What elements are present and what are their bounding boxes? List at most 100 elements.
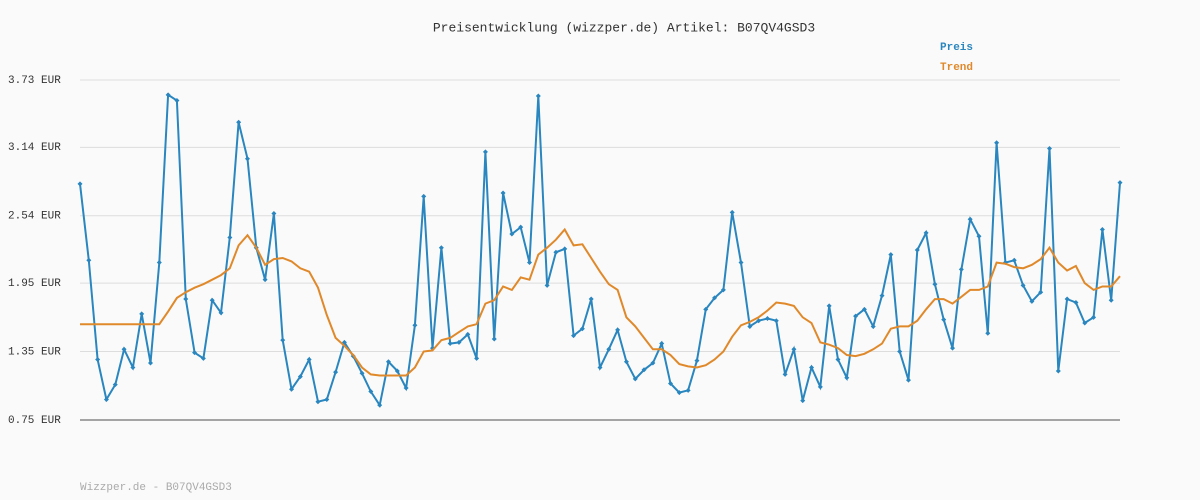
point-marker	[526, 260, 532, 266]
point-marker	[844, 375, 850, 381]
point-marker	[183, 296, 189, 302]
point-marker	[588, 296, 594, 302]
y-tick-label: 1.35 EUR	[8, 346, 61, 358]
point-marker	[826, 303, 832, 309]
point-marker	[438, 245, 444, 251]
y-tick-label: 3.14 EUR	[8, 142, 61, 154]
point-marker	[914, 247, 920, 253]
point-marker	[632, 376, 638, 382]
point-marker	[817, 384, 823, 390]
point-marker	[447, 341, 453, 347]
point-marker	[747, 323, 753, 329]
point-marker	[888, 252, 894, 258]
point-marker	[465, 331, 471, 337]
point-marker	[394, 368, 400, 374]
point-marker	[271, 210, 277, 216]
point-marker	[905, 377, 911, 383]
point-marker	[315, 399, 321, 405]
point-marker	[923, 230, 929, 236]
point-marker	[200, 355, 206, 361]
point-marker	[879, 293, 885, 299]
y-tick-label: 3.73 EUR	[8, 75, 61, 87]
point-marker	[103, 396, 109, 402]
point-marker	[244, 156, 250, 162]
point-marker	[377, 402, 383, 408]
point-marker	[359, 370, 365, 376]
legend-label: Preis	[940, 42, 973, 54]
y-tick-label: 2.54 EUR	[8, 211, 61, 223]
point-marker	[809, 365, 815, 371]
point-marker	[985, 330, 991, 336]
point-marker	[412, 322, 418, 328]
point-marker	[1055, 368, 1061, 374]
point-marker	[553, 249, 559, 255]
point-marker	[1082, 320, 1088, 326]
point-marker	[791, 346, 797, 352]
point-marker	[218, 310, 224, 316]
point-marker	[174, 98, 180, 104]
point-marker	[615, 327, 621, 333]
y-tick-label: 1.95 EUR	[8, 278, 61, 290]
point-marker	[668, 380, 674, 386]
series-line	[80, 227, 1121, 377]
point-marker	[1011, 257, 1017, 263]
point-marker	[967, 216, 973, 222]
point-marker	[756, 318, 762, 324]
point-marker	[623, 359, 629, 365]
point-marker	[156, 260, 162, 266]
point-marker	[729, 209, 735, 215]
point-marker	[764, 315, 770, 321]
point-marker	[579, 326, 585, 332]
legend-label: Trend	[940, 62, 973, 74]
point-marker	[950, 345, 956, 351]
point-marker	[236, 119, 242, 125]
point-marker	[306, 357, 312, 363]
point-marker	[112, 382, 118, 388]
point-marker	[509, 231, 515, 237]
point-marker	[421, 193, 427, 199]
point-marker	[518, 224, 524, 230]
point-marker	[209, 297, 215, 303]
point-marker	[324, 396, 330, 402]
point-marker	[227, 234, 233, 240]
point-marker	[712, 295, 718, 301]
y-tick-label: 0.75 EUR	[8, 415, 61, 427]
point-marker	[1029, 298, 1035, 304]
point-marker	[139, 311, 145, 317]
point-marker	[121, 346, 127, 352]
point-marker	[738, 260, 744, 266]
point-marker	[544, 282, 550, 288]
point-marker	[297, 374, 303, 380]
point-marker	[861, 306, 867, 312]
point-marker	[1064, 296, 1070, 302]
point-marker	[500, 190, 506, 196]
point-marker	[491, 336, 497, 342]
point-marker	[694, 358, 700, 364]
point-marker	[368, 388, 374, 394]
point-marker	[941, 317, 947, 323]
point-marker	[976, 233, 982, 239]
point-marker	[130, 365, 136, 371]
point-marker	[897, 349, 903, 355]
point-marker	[835, 357, 841, 363]
point-marker	[800, 398, 806, 404]
point-marker	[474, 355, 480, 361]
point-marker	[1046, 145, 1052, 151]
point-marker	[1108, 297, 1114, 303]
point-marker	[958, 266, 964, 272]
point-marker	[720, 287, 726, 293]
point-marker	[262, 277, 268, 283]
point-marker	[932, 281, 938, 287]
point-marker	[535, 93, 541, 99]
point-marker	[994, 140, 1000, 146]
point-marker	[562, 246, 568, 252]
point-marker	[165, 92, 171, 98]
point-marker	[148, 360, 154, 366]
point-marker	[1020, 282, 1026, 288]
point-marker	[403, 385, 409, 391]
chart-title: Preisentwicklung (wizzper.de) Artikel: B…	[433, 20, 815, 35]
point-marker	[650, 360, 656, 366]
point-marker	[482, 149, 488, 155]
